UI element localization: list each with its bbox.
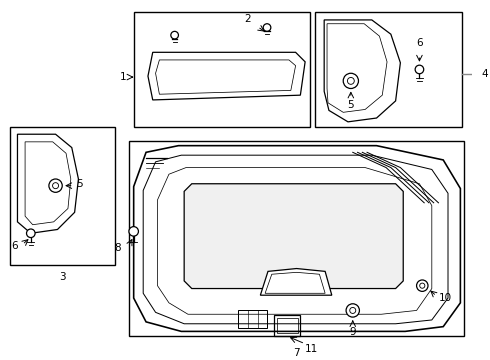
Text: 10: 10	[439, 293, 452, 303]
Circle shape	[171, 31, 178, 39]
Text: 6: 6	[11, 241, 18, 251]
Polygon shape	[184, 184, 403, 288]
Circle shape	[416, 280, 428, 291]
Circle shape	[347, 77, 354, 84]
Circle shape	[52, 183, 59, 189]
Polygon shape	[156, 60, 295, 94]
Bar	[134, 12, 310, 127]
Bar	[129, 141, 464, 336]
Polygon shape	[134, 146, 461, 332]
Bar	[276, 318, 297, 333]
Circle shape	[350, 307, 356, 314]
Circle shape	[346, 304, 360, 317]
Text: 9: 9	[349, 327, 356, 337]
Polygon shape	[260, 269, 332, 295]
Polygon shape	[148, 52, 305, 100]
Bar	[274, 315, 300, 336]
Polygon shape	[324, 20, 400, 122]
Text: 5: 5	[76, 179, 83, 189]
Text: 4: 4	[481, 69, 488, 79]
Text: 3: 3	[59, 272, 66, 282]
Circle shape	[49, 179, 62, 192]
Text: 7: 7	[293, 348, 300, 357]
Text: 5: 5	[347, 100, 354, 110]
Circle shape	[129, 226, 139, 236]
Text: 8: 8	[115, 243, 122, 253]
Text: 6: 6	[416, 39, 423, 49]
Circle shape	[343, 73, 359, 89]
Circle shape	[420, 283, 425, 288]
Text: 2: 2	[245, 14, 251, 24]
Bar	[10, 127, 115, 265]
Circle shape	[26, 229, 35, 238]
Bar	[239, 310, 267, 328]
Text: 1: 1	[120, 72, 126, 82]
Text: 11: 11	[305, 344, 318, 354]
Bar	[315, 12, 462, 127]
Polygon shape	[18, 134, 78, 233]
Circle shape	[415, 65, 424, 74]
Circle shape	[263, 24, 271, 31]
